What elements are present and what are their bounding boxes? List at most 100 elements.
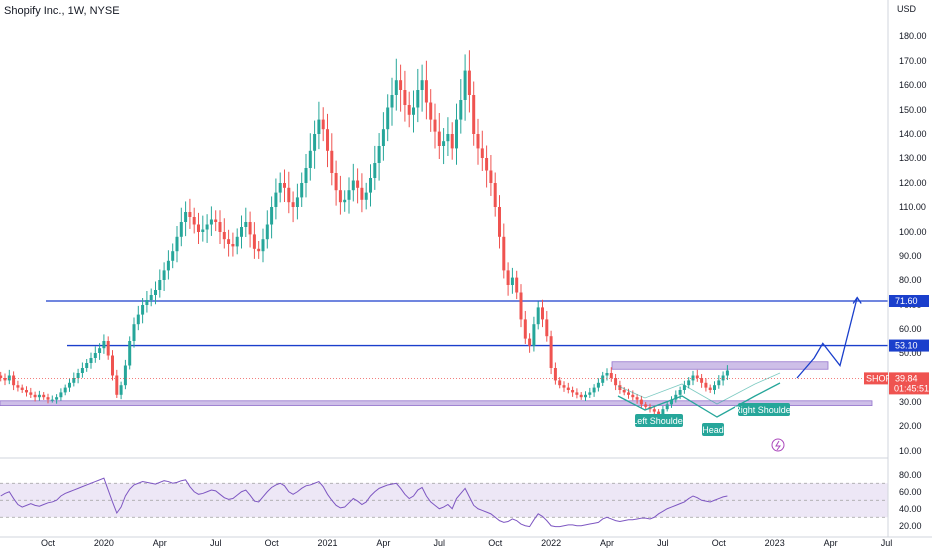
candle-body [704,382,708,388]
pattern-label: Left Shoulder [632,416,686,426]
current-price-tag [889,372,929,395]
candle-body [627,392,630,395]
candle-body [89,358,93,363]
candle-body [80,368,84,373]
candle-body [85,363,89,368]
price-tick-label: 170.00 [899,56,927,66]
candle-body [287,187,291,203]
level-price-tag [889,295,929,307]
time-tick-label: Apr [824,538,838,548]
candle-body [29,392,33,395]
candle-body [291,202,295,207]
candle-body [394,80,398,95]
time-tick-label: Jul [434,538,446,548]
candle-body [403,90,407,105]
candle-body [566,387,570,390]
candle-body [631,394,635,398]
candle-body [252,234,256,249]
candle-body [192,217,196,225]
candle-body [536,307,540,325]
candle-body [343,199,347,203]
candle-body [214,219,218,222]
time-axis: Oct 2020 Apr Jul Oct 2021 Apr Jul Oct 2022 Apr Jul O… [0,536,932,548]
projection-path [796,297,858,379]
candle-body [596,382,600,388]
pattern-label: Right Shoulder [734,405,794,415]
candle-body [523,319,527,339]
candle-body [222,232,226,240]
candle-body [605,373,609,376]
candle-body [558,380,562,386]
pattern-label-box [738,403,790,416]
candle-body [218,222,222,232]
candle-body [493,183,497,207]
price-tick-label: 90.00 [899,251,922,261]
candle-body [141,305,145,315]
time-tick-label: Apr [600,538,614,548]
candle-body [25,390,28,393]
candle-body [635,397,639,400]
candle-body [326,129,329,151]
candle-body [622,390,626,393]
candle-body [360,187,364,200]
candle-body [175,236,179,252]
price-tick-label: 100.00 [899,227,927,237]
candle-body [98,348,102,353]
candle-body [369,178,372,193]
candle-body [463,70,467,100]
candle-body [115,375,119,395]
price-tick-label: 60.00 [899,324,922,334]
price-axis: USD10.0020.0030.0040.0050.0060.0070.0080… [864,0,929,537]
candle-body [209,219,213,225]
level-price-label: 53.10 [895,341,918,351]
price-tick-label: 120.00 [899,178,927,188]
candle-body [510,277,514,285]
candle-body [678,390,682,395]
candle-body [725,370,729,376]
candle-body [63,387,67,393]
candle-body [713,385,716,390]
candle-body [145,300,149,305]
candle-body [304,168,308,183]
price-tick-label: 160.00 [899,80,927,90]
candle-body [12,375,16,386]
candle-body [265,224,269,240]
candle-body [179,222,183,237]
candle-body [700,378,704,383]
candle-body [575,392,579,395]
price-tick-label: 10.00 [899,446,922,456]
candle-body [579,394,583,398]
candle-body [532,324,536,346]
current-price-value: 39.84 [895,373,918,383]
candle-body [420,80,424,90]
candle-body [502,236,506,271]
candle-body [149,295,153,300]
candle-body [295,197,299,207]
candle-body [50,399,54,401]
candle-body [20,387,24,390]
candle-body [670,399,673,405]
candle-body [7,375,11,381]
time-tick-label: Apr [153,538,167,548]
candle-body [528,338,532,346]
candle-body [42,394,46,398]
time-tick-label: Jul [210,538,222,548]
candle-body [59,392,63,398]
candle-body [106,341,110,356]
price-tick-label: 30.00 [899,397,922,407]
time-tick-label: Oct [488,538,503,548]
candle-body [166,260,170,271]
candle-body [601,375,605,383]
candle-body [119,385,123,395]
candle-body [498,207,501,237]
symbol-tag [864,372,888,385]
candle-body [437,131,441,146]
candle-body [652,409,656,412]
rsi-tick-label: 20.00 [899,521,922,531]
candle-body [661,409,665,414]
price-tick-label: 80.00 [899,275,922,285]
candle-body [317,119,321,134]
candle-body [467,70,471,95]
candle-body [55,397,59,400]
